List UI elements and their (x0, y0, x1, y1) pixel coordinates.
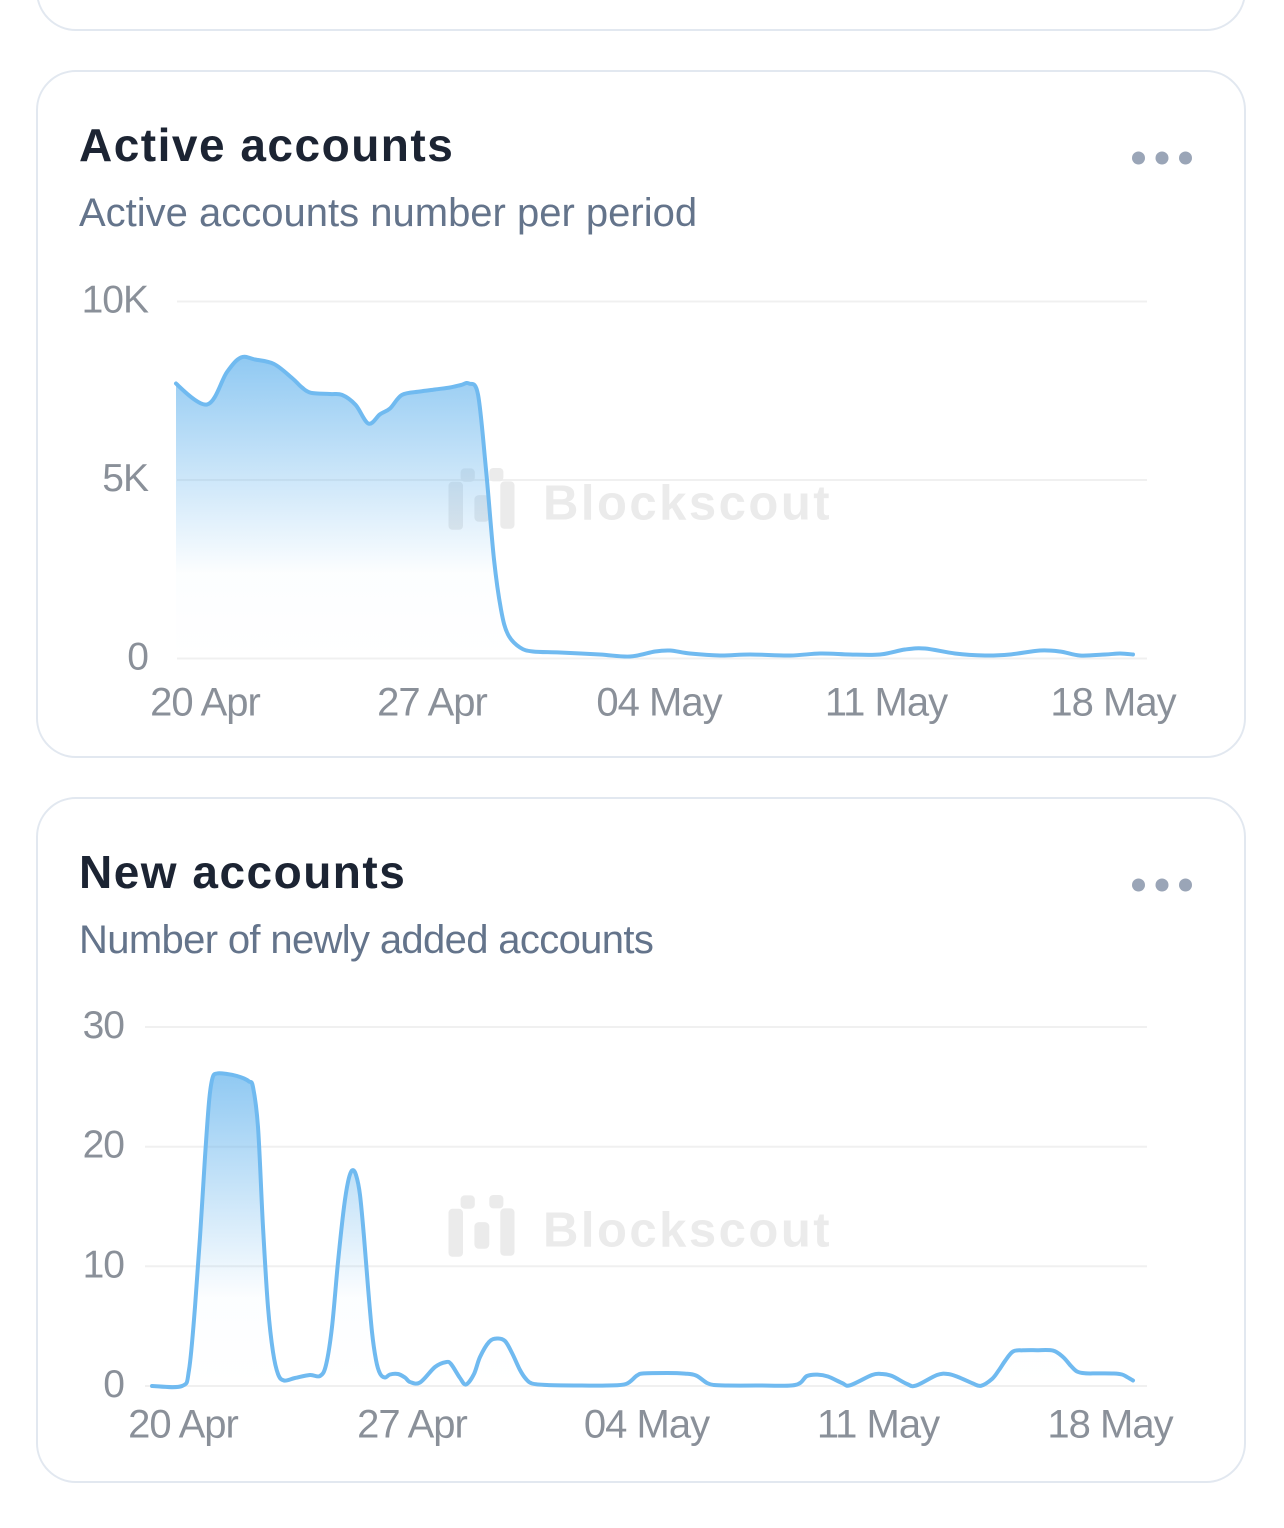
svg-text:27 Apr: 27 Apr (377, 681, 487, 725)
svg-text:11 May: 11 May (825, 681, 948, 725)
svg-text:27 Apr: 27 Apr (357, 1403, 467, 1447)
svg-text:0: 0 (127, 636, 148, 679)
svg-text:Blockscout: Blockscout (543, 1204, 832, 1258)
svg-text:18 May: 18 May (1050, 681, 1176, 725)
svg-text:10K: 10K (82, 279, 149, 322)
svg-text:30: 30 (83, 1004, 125, 1047)
svg-text:04 May: 04 May (596, 681, 722, 725)
svg-text:5K: 5K (102, 457, 149, 500)
svg-text:0: 0 (103, 1363, 124, 1406)
svg-text:04 May: 04 May (584, 1403, 710, 1447)
svg-text:20 Apr: 20 Apr (150, 681, 260, 725)
svg-text:Blockscout: Blockscout (543, 477, 832, 531)
svg-text:20: 20 (83, 1124, 125, 1167)
svg-text:20 Apr: 20 Apr (128, 1403, 238, 1447)
svg-text:18 May: 18 May (1047, 1403, 1173, 1447)
svg-text:10: 10 (83, 1243, 125, 1286)
svg-text:11 May: 11 May (817, 1403, 940, 1447)
